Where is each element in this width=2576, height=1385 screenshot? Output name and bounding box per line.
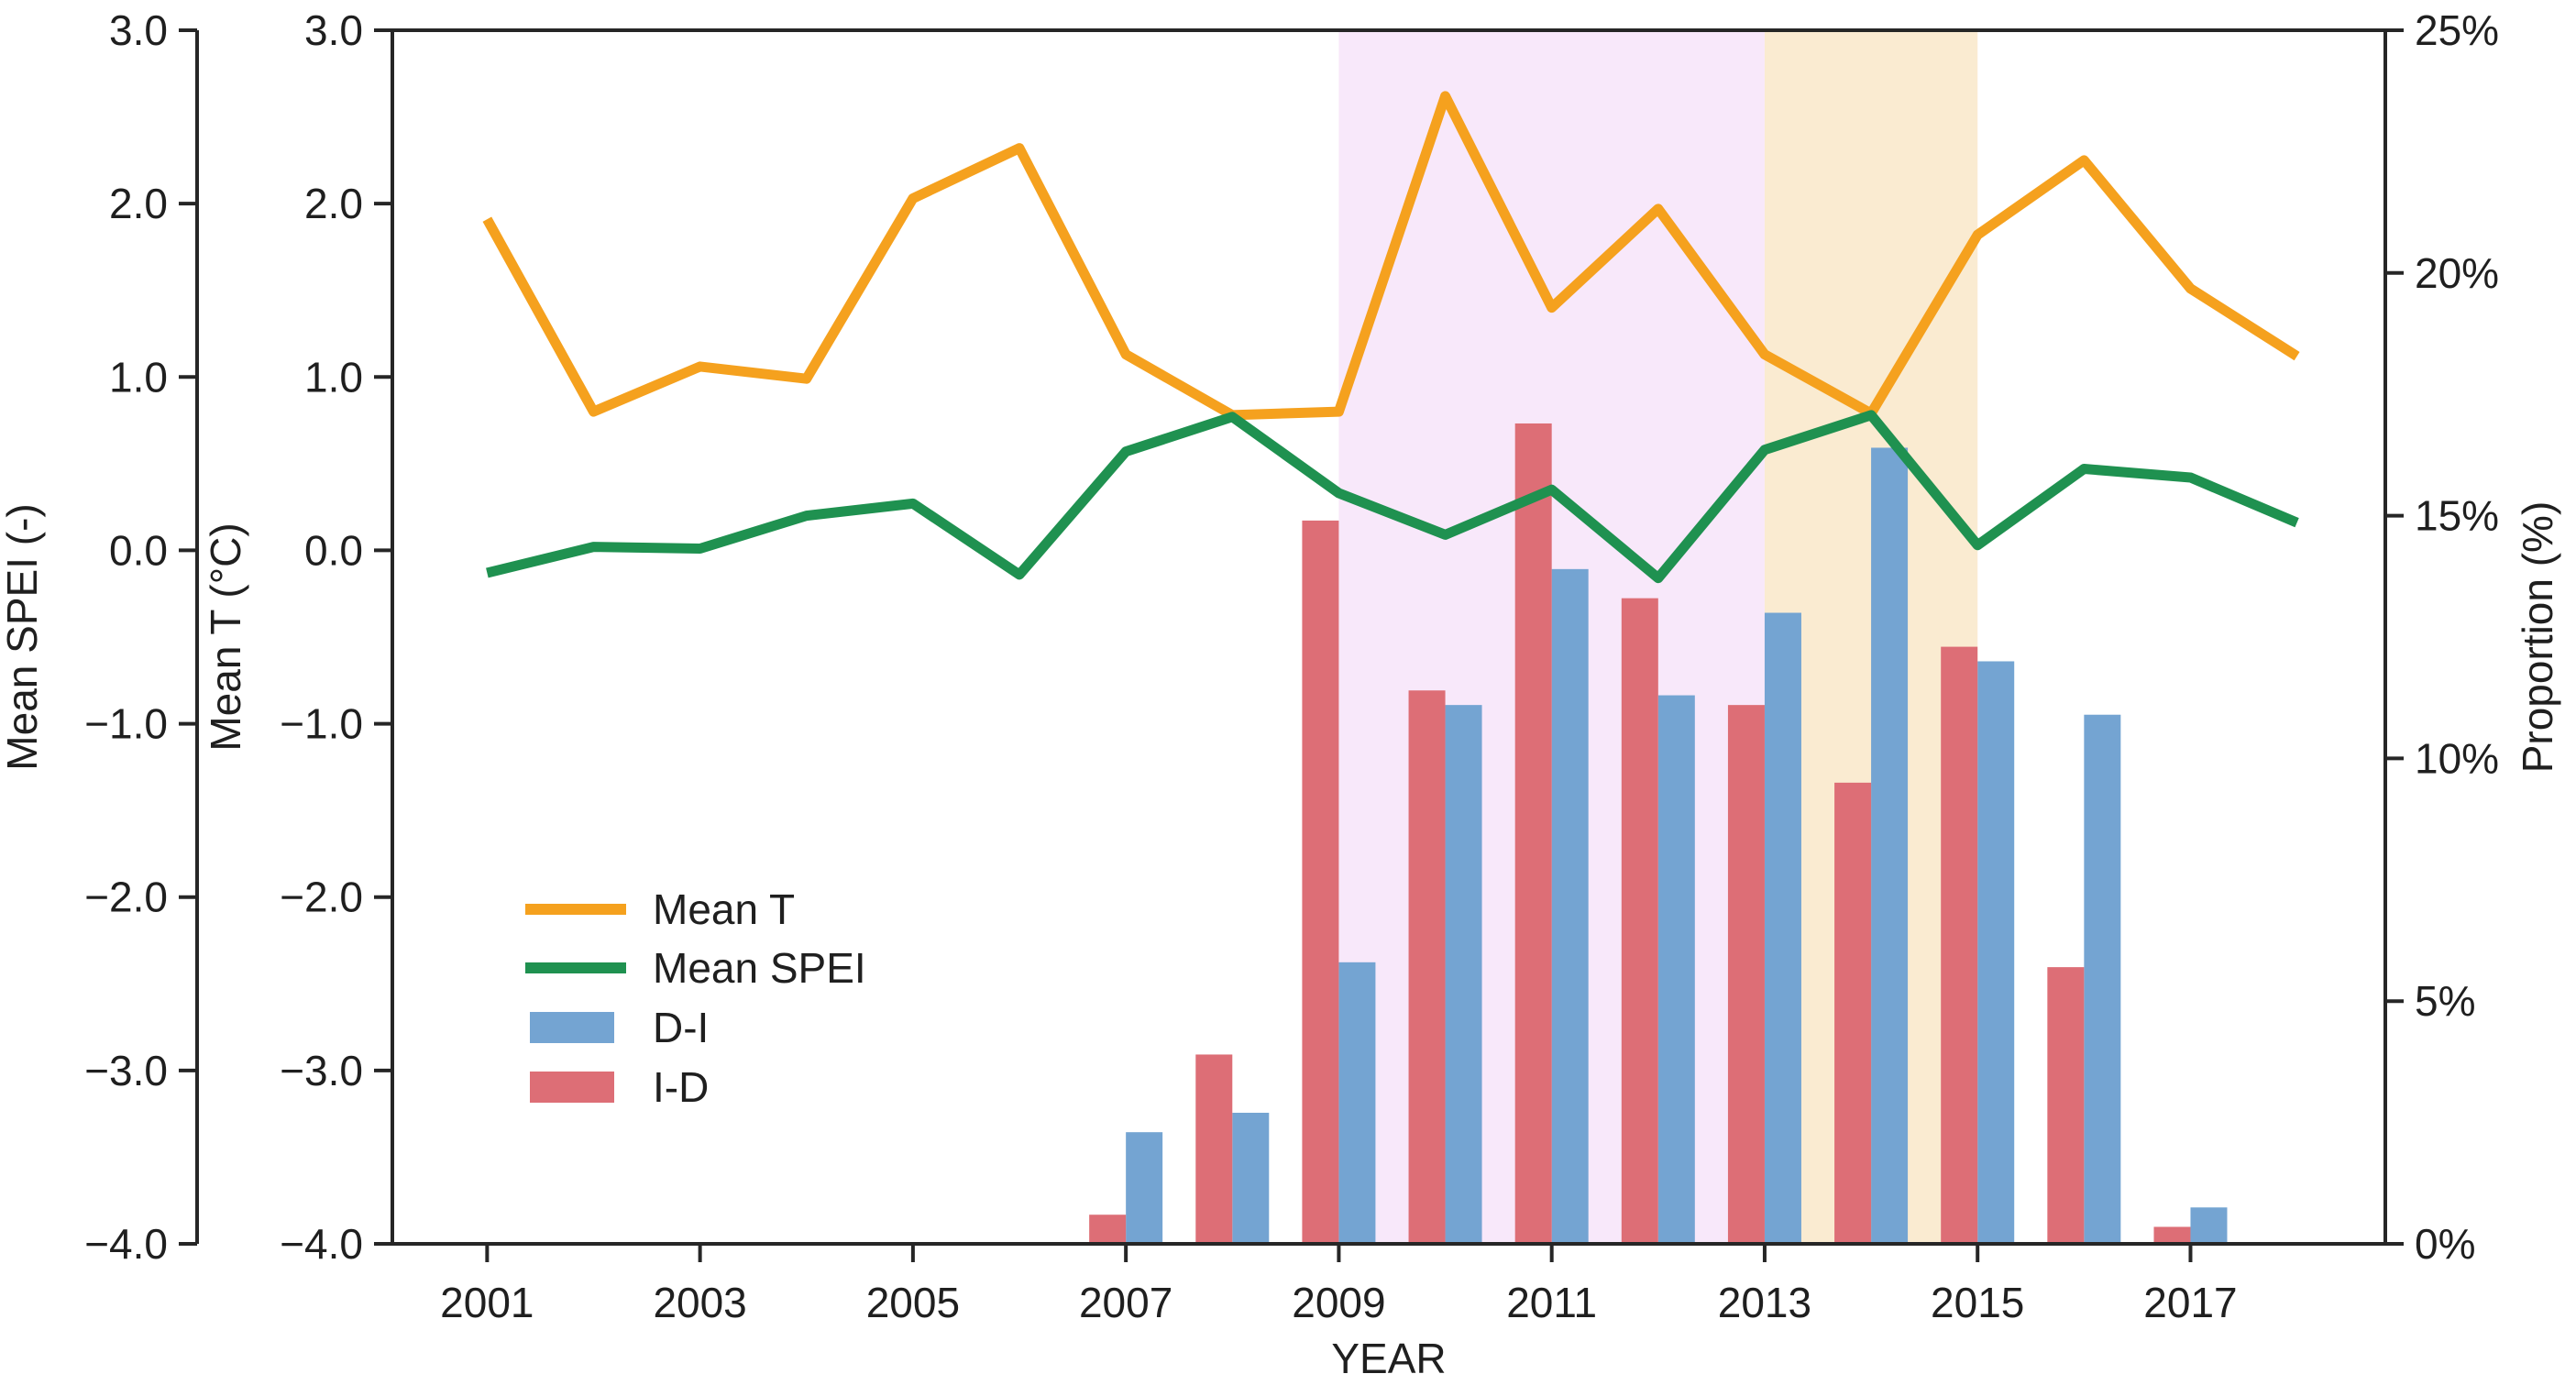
plot-border — [391, 28, 2387, 1246]
mean-t-axis-tick-label: −4.0 — [280, 1220, 363, 1268]
y-axis-label-mean-t: Mean T (°C) — [202, 522, 249, 751]
mean-t-axis-tick-label: −3.0 — [280, 1047, 363, 1094]
spei-axis-tick-label: −1.0 — [84, 700, 168, 748]
d-i-bar-swatch — [530, 1012, 614, 1043]
legend-label-mean-spei: Mean SPEI — [653, 944, 866, 992]
legend: Mean T Mean SPEI D-I I-D — [525, 885, 866, 1111]
i-d-bar-2012 — [1621, 598, 1658, 1244]
spei-axis-tick-label: 0.0 — [109, 526, 168, 574]
proportion-axis-tick-label: 0% — [2415, 1220, 2475, 1268]
mean-spei-line — [486, 410, 2299, 584]
d-i-bar-2011 — [1551, 568, 1589, 1244]
year-axis-tick-label: 2009 — [1292, 1279, 1385, 1326]
i-d-bar-2011 — [1514, 423, 1552, 1244]
year-axis-tick-label: 2007 — [1079, 1279, 1172, 1326]
y-axis-label-proportion: Proportion (%) — [2514, 501, 2561, 774]
year-axis-tick-label: 2013 — [1718, 1279, 1811, 1326]
year-axis-tick-label: 2003 — [653, 1279, 746, 1326]
year-axis-tick-label: 2005 — [866, 1279, 960, 1326]
mean-t-axis-tick-label: 0.0 — [304, 526, 363, 574]
year-axis-tick-label: 2001 — [440, 1279, 534, 1326]
spei-axis-tick-label: 1.0 — [109, 353, 168, 401]
d-i-bar-2017 — [2190, 1207, 2228, 1244]
d-i-bar-2009 — [1338, 962, 1376, 1244]
year-axis-tick-label: 2011 — [1506, 1279, 1597, 1326]
axes-layer: 3.0 2.0 1.0 0.0 −1.0 −2.0 −3.0 −4.0 3.0 2.0 1.0 0.0… — [84, 6, 2499, 1326]
lines-layer — [482, 91, 2300, 584]
i-d-bar-2017 — [2153, 1226, 2191, 1244]
legend-item-mean-t: Mean T — [525, 885, 795, 933]
mean-t-axis-tick-label: −1.0 — [280, 700, 363, 748]
d-i-bar-2013 — [1764, 612, 1801, 1244]
spei-axis-tick-label: −3.0 — [84, 1047, 168, 1094]
proportion-axis-tick-label: 5% — [2415, 977, 2475, 1025]
legend-label-i-d: I-D — [653, 1063, 709, 1111]
proportion-axis-tick-label: 15% — [2415, 492, 2499, 540]
spei-axis-tick-label: −2.0 — [84, 874, 168, 921]
i-d-bar-2015 — [1941, 646, 1978, 1244]
legend-item-d-i: D-I — [530, 1004, 709, 1051]
spei-axis-tick-label: 3.0 — [109, 6, 168, 54]
mean-t-axis-tick-label: 1.0 — [304, 353, 363, 401]
mean-t-axis-tick-label: 3.0 — [304, 6, 363, 54]
x-axis-label-year: YEAR — [1331, 1335, 1446, 1382]
year-axis-tick-label: 2017 — [2143, 1279, 2237, 1326]
i-d-bar-2014 — [1834, 782, 1872, 1244]
spei-axis-tick-label: −4.0 — [84, 1220, 168, 1268]
i-d-bar-2007 — [1089, 1215, 1127, 1244]
i-d-bar-2010 — [1408, 690, 1446, 1244]
proportion-axis-tick-label: 25% — [2415, 6, 2499, 54]
legend-item-mean-spei: Mean SPEI — [525, 944, 866, 992]
mean-t-axis-tick-label: 2.0 — [304, 180, 363, 227]
d-i-bar-2008 — [1232, 1113, 1270, 1244]
d-i-bar-2015 — [1977, 661, 2015, 1244]
mean-t-line — [482, 91, 2300, 421]
year-axis-tick-label: 2015 — [1931, 1279, 2024, 1326]
legend-label-d-i: D-I — [653, 1004, 709, 1051]
i-d-bar-2016 — [2047, 967, 2085, 1244]
d-i-bar-2014 — [1871, 447, 1909, 1244]
d-i-bar-2012 — [1657, 695, 1695, 1244]
i-d-bar-swatch — [530, 1072, 614, 1103]
bars-layer — [1089, 423, 2228, 1244]
legend-label-mean-t: Mean T — [653, 885, 795, 933]
i-d-bar-2009 — [1302, 520, 1339, 1244]
d-i-bar-2010 — [1445, 705, 1482, 1244]
i-d-bar-2013 — [1727, 705, 1765, 1244]
d-i-bar-2016 — [2084, 714, 2121, 1244]
y-axis-label-mean-spei: Mean SPEI (-) — [0, 503, 46, 770]
proportion-axis-tick-label: 20% — [2415, 249, 2499, 297]
spei-axis-tick-label: 2.0 — [109, 180, 168, 227]
proportion-axis-tick-label: 10% — [2415, 734, 2499, 782]
mean-t-axis-tick-label: −2.0 — [280, 874, 363, 921]
i-d-bar-2008 — [1195, 1054, 1233, 1244]
legend-item-i-d: I-D — [530, 1063, 709, 1111]
d-i-bar-2007 — [1126, 1132, 1163, 1244]
